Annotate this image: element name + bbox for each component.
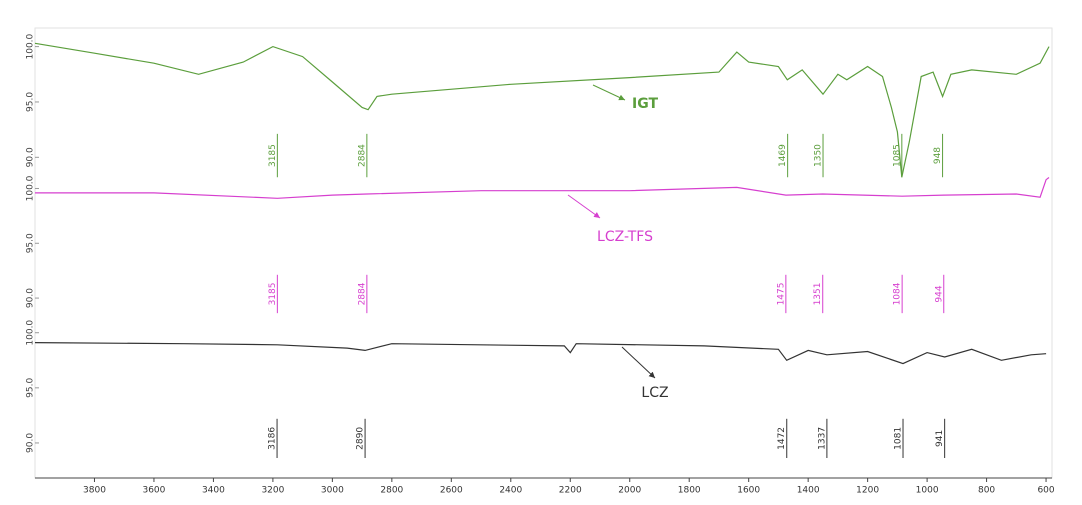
- y-tick-label: 95.0: [26, 378, 36, 398]
- annotation-arrow: [567, 194, 601, 219]
- x-tick-label: 3400: [202, 486, 225, 496]
- peak-label: 1351: [813, 283, 823, 306]
- peak-label: 3185: [268, 144, 278, 167]
- peak-label: 948: [933, 147, 943, 164]
- x-tick-label: 2800: [380, 486, 403, 496]
- x-tick-label: 3000: [321, 486, 344, 496]
- series-label: LCZ-TFS: [597, 229, 653, 245]
- plot-frame: [34, 27, 1053, 479]
- series-label: LCZ: [641, 385, 668, 401]
- annotation-arrow: [592, 84, 626, 101]
- x-tick-label: 3800: [83, 486, 106, 496]
- peak-label: 941: [935, 430, 945, 447]
- x-tick-label: 1400: [797, 486, 820, 496]
- peak-label: 1337: [817, 427, 827, 450]
- y-tick-label: 100.0: [26, 33, 36, 59]
- peak-label: 1350: [814, 144, 824, 167]
- y-tick-label: 90.0: [26, 433, 36, 453]
- x-tick-label: 2000: [618, 486, 641, 496]
- spectrum-line: [34, 42, 1050, 178]
- peak-label: 3185: [268, 283, 278, 306]
- peak-label: 1081: [894, 427, 904, 450]
- x-tick-label: 3200: [261, 486, 284, 496]
- x-tick-label: 2400: [499, 486, 522, 496]
- x-tick-label: 1800: [678, 486, 701, 496]
- x-tick-label: 2200: [559, 486, 582, 496]
- y-tick-label: 100.0: [26, 175, 36, 201]
- peak-label: 2884: [357, 282, 367, 305]
- y-tick-label: 95.0: [26, 92, 36, 112]
- peak-label: 1475: [776, 283, 786, 306]
- peak-label: 2890: [356, 427, 366, 450]
- x-tick-label: 1000: [916, 486, 939, 496]
- spectrum-line: [35, 177, 1050, 199]
- peak-label: 3186: [268, 427, 278, 450]
- x-tick-label: 2600: [440, 486, 463, 496]
- peak-label: 1084: [893, 282, 903, 305]
- peak-label: 1469: [778, 144, 788, 167]
- x-tick-label: 600: [1037, 486, 1054, 496]
- y-tick-label: 100.0: [26, 320, 36, 346]
- x-tick-label: 1200: [856, 486, 879, 496]
- series-label: IGT: [632, 96, 658, 112]
- peak-label: 1085: [892, 144, 902, 167]
- x-tick-label: 1600: [737, 486, 760, 496]
- peak-label: 2884: [357, 144, 367, 167]
- y-tick-label: 90.0: [26, 288, 36, 308]
- x-tick-label: 3600: [142, 486, 165, 496]
- peak-label: 944: [934, 285, 944, 302]
- y-tick-label: 95.0: [26, 233, 36, 253]
- y-tick-label: 90.0: [26, 147, 36, 167]
- annotation-arrow: [621, 346, 656, 379]
- spectrum-line: [34, 342, 1047, 365]
- x-tick-label: 800: [978, 486, 995, 496]
- peak-label: 1472: [777, 427, 787, 450]
